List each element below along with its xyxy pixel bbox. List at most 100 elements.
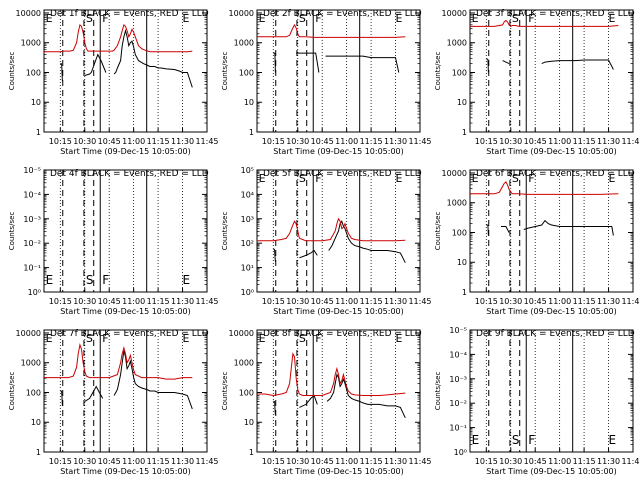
y-tick-label: 10⁻¹: [23, 264, 41, 273]
y-tick-label: 10000: [229, 329, 254, 338]
x-tick-label: 10:30: [499, 457, 522, 466]
x-tick-label: 10:15: [262, 457, 285, 466]
y-tick-label: 10000: [442, 169, 467, 178]
event-letter-label: F: [528, 12, 534, 25]
x-tick-label: 10:45: [311, 297, 334, 306]
event-letter-label: E: [396, 172, 403, 185]
y-tick-label: 10⁵: [241, 166, 254, 175]
event-letter-label: S: [299, 332, 306, 345]
x-tick-label: 11:15: [147, 137, 170, 146]
x-tick-label: 11:15: [573, 297, 596, 306]
x-tick-label: 11:00: [548, 137, 571, 146]
event-letter-label: E: [472, 433, 480, 447]
series-line-lld: [44, 343, 193, 380]
plot-frame: [43, 329, 208, 453]
series-line-events: [328, 220, 406, 263]
series-line-events: [84, 385, 104, 402]
y-tick-label: 10⁻²: [23, 239, 41, 248]
plot-frame: [256, 9, 421, 133]
x-tick-label: 11:00: [122, 297, 145, 306]
series-line-events: [523, 219, 614, 236]
x-tick-label: 11:30: [384, 137, 407, 146]
x-tick-label: 10:30: [286, 457, 309, 466]
y-axis-label: Counts/sec: [8, 212, 16, 251]
panel-title: Det 4f BLACK = Events, RED = LLD: [50, 169, 209, 179]
x-tick-label: 11:00: [335, 137, 358, 146]
panel-det-9: Det 9f BLACK = Events, RED = LLD E S F E 10⁰ 1…: [434, 326, 640, 476]
x-tick-label: 11:45: [408, 457, 431, 466]
x-tick-label: 10:45: [311, 137, 334, 146]
y-tick-label: 10⁻¹: [449, 424, 467, 433]
x-axis-label: Start Time (09-Dec-15 10:05:00): [273, 147, 404, 156]
event-letter-label: E: [609, 12, 616, 25]
event-letter-label: F: [102, 332, 108, 345]
y-tick-label: 1000: [447, 39, 467, 48]
y-tick-label: 10⁻³: [23, 215, 41, 224]
x-tick-label: 10:45: [98, 137, 121, 146]
plot-frame: [469, 169, 634, 293]
y-tick-label: 10000: [16, 9, 41, 18]
y-axis-label: Counts/sec: [221, 52, 229, 91]
event-letter-label: E: [259, 172, 266, 185]
series-line-events: [326, 373, 406, 419]
series-line-lld: [257, 23, 406, 38]
y-tick-label: 10⁰: [454, 448, 467, 457]
y-tick-label: 1000: [234, 39, 254, 48]
plot-frame: [469, 9, 634, 133]
y-tick-label: 10⁴: [241, 190, 254, 199]
event-letter-label: F: [102, 12, 108, 25]
panel-title: Det 6f BLACK = Events, RED = LLD: [476, 169, 635, 179]
panel-title: Det 8f BLACK = Events, RED = LLD: [263, 329, 422, 339]
event-letter-label: E: [183, 12, 190, 25]
x-tick-label: 11:45: [408, 137, 431, 146]
y-tick-label: 10⁻²: [449, 399, 467, 408]
y-tick-label: 100: [452, 228, 467, 237]
y-tick-label: 10³: [241, 215, 254, 224]
x-tick-label: 11:15: [360, 137, 383, 146]
event-letter-label: S: [86, 273, 94, 287]
x-tick-label: 10:45: [98, 297, 121, 306]
x-axis-label: Start Time (09-Dec-15 10:05:00): [60, 147, 191, 156]
x-tick-label: 11:00: [548, 457, 571, 466]
x-tick-label: 11:15: [147, 457, 170, 466]
y-tick-label: 10000: [442, 9, 467, 18]
x-tick-label: 11:45: [408, 297, 431, 306]
panel-det-4: Det 4f BLACK = Events, RED = LLD E S F E 10⁰ 1…: [8, 166, 219, 316]
series-line-lld: [470, 19, 619, 28]
x-tick-label: 10:15: [262, 137, 285, 146]
event-letter-label: E: [396, 332, 403, 345]
x-tick-label: 10:30: [286, 137, 309, 146]
panel-title: Det 3f BLACK = Events, RED = LLD: [476, 9, 635, 19]
x-tick-label: 11:00: [335, 297, 358, 306]
x-tick-label: 10:45: [524, 137, 547, 146]
event-letter-label: F: [528, 172, 534, 185]
series-line-events: [299, 394, 318, 408]
event-letter-label: E: [46, 332, 53, 345]
event-letter-label: S: [86, 332, 93, 345]
x-tick-label: 11:30: [171, 297, 194, 306]
event-letter-label: S: [512, 433, 520, 447]
series-line-events: [61, 63, 63, 82]
x-axis-label: Start Time (09-Dec-15 10:05:00): [273, 467, 404, 476]
x-tick-label: 11:45: [621, 457, 640, 466]
event-letter-label: E: [46, 12, 53, 25]
y-tick-label: 10⁰: [241, 288, 254, 297]
x-tick-label: 10:45: [524, 297, 547, 306]
y-axis-label: Counts/sec: [434, 372, 442, 411]
plot-frame: [43, 169, 208, 293]
y-tick-label: 1: [36, 128, 41, 137]
event-letter-label: F: [528, 433, 535, 447]
x-axis-label: Start Time (09-Dec-15 10:05:00): [486, 147, 617, 156]
x-tick-label: 11:30: [384, 297, 407, 306]
x-tick-label: 10:45: [524, 457, 547, 466]
y-axis-label: Counts/sec: [8, 52, 16, 91]
x-tick-label: 11:45: [621, 137, 640, 146]
x-axis-label: Start Time (09-Dec-15 10:05:00): [60, 307, 191, 316]
x-tick-label: 10:15: [475, 457, 498, 466]
x-tick-label: 11:30: [597, 457, 620, 466]
x-tick-label: 10:45: [311, 457, 334, 466]
series-line-events: [61, 390, 63, 406]
x-tick-label: 10:30: [73, 457, 96, 466]
